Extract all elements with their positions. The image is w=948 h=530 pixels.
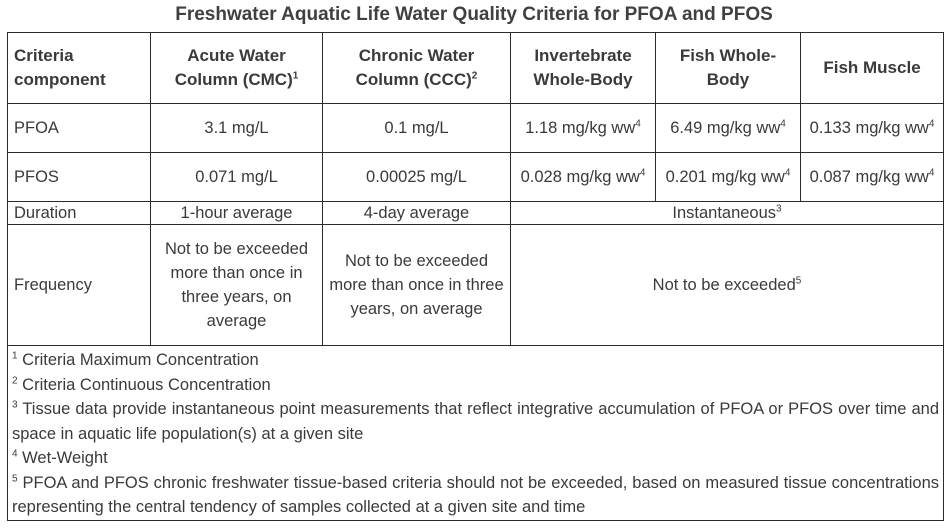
footnote-text: Tissue data provide instantaneous point …	[12, 400, 939, 443]
footnote-ref: 4	[639, 167, 646, 179]
cell-value: 0.087 mg/kg ww	[809, 168, 929, 186]
table-header-row: Criteria component Acute Water Column (C…	[7, 32, 944, 104]
cell-invertebrate: 0.028 mg/kg ww4	[510, 152, 656, 202]
cell-fish-whole-body: 0.201 mg/kg ww4	[655, 152, 801, 202]
footnote-ref: 5	[795, 275, 802, 287]
footnote-number: 2	[12, 375, 18, 386]
footnote-number: 1	[12, 350, 18, 362]
row-label: Frequency	[7, 224, 151, 346]
footnote-text: Criteria Maximum Concentration	[22, 351, 259, 369]
footnote: 4 Wet-Weight	[12, 446, 939, 471]
header-invertebrate: Invertebrate Whole-Body	[510, 32, 656, 104]
cell-acute: 3.1 mg/L	[150, 103, 323, 153]
header-chronic: Chronic Water Column (CCC)2	[322, 32, 511, 104]
footnote-ref: 3	[776, 203, 782, 215]
header-acute-footnote-ref: 1	[292, 70, 299, 82]
header-fish-whole-body: Fish Whole-Body	[655, 32, 801, 104]
table-row-pfoa: PFOA 3.1 mg/L 0.1 mg/L 1.18 mg/kg ww4 6.…	[7, 103, 944, 153]
footnote: 3 Tissue data provide instantaneous poin…	[12, 397, 939, 446]
cell-fish-muscle: 0.133 mg/kg ww4	[800, 103, 944, 153]
header-acute-label: Acute Water Column (CMC)	[174, 46, 293, 89]
cell-invertebrate: 1.18 mg/kg ww4	[510, 103, 656, 153]
table-row-footnotes: 1 Criteria Maximum Concentration 2 Crite…	[7, 345, 944, 521]
cell-chronic: 4-day average	[322, 201, 511, 225]
header-chronic-footnote-ref: 2	[471, 70, 478, 82]
cell-tissue: Not to be exceeded5	[510, 224, 944, 346]
criteria-table: Criteria component Acute Water Column (C…	[7, 32, 944, 521]
cell-tissue: Instantaneous3	[510, 201, 944, 225]
cell-fish-whole-body: 6.49 mg/kg ww4	[655, 103, 801, 153]
footnotes: 1 Criteria Maximum Concentration 2 Crite…	[7, 345, 944, 521]
cell-chronic: 0.1 mg/L	[322, 103, 511, 153]
cell-acute: Not to be exceeded more than once in thr…	[150, 224, 323, 346]
header-chronic-label: Chronic Water Column (CCC)	[355, 46, 475, 89]
table-row-frequency: Frequency Not to be exceeded more than o…	[7, 224, 944, 346]
cell-value: Not to be exceeded	[652, 276, 796, 294]
footnote: 5 PFOA and PFOS chronic freshwater tissu…	[12, 471, 939, 520]
footnote-ref: 4	[784, 167, 791, 179]
header-acute: Acute Water Column (CMC)1	[150, 32, 323, 104]
footnote-number: 5	[12, 473, 18, 484]
cell-value: 0.133 mg/kg ww	[809, 119, 929, 137]
footnote-ref: 4	[928, 167, 935, 179]
cell-value: 0.028 mg/kg ww	[520, 168, 640, 186]
cell-value: 6.49 mg/kg ww	[670, 119, 781, 137]
header-criteria-component: Criteria component	[7, 32, 151, 104]
cell-chronic: 0.00025 mg/L	[322, 152, 511, 202]
footnote-number: 3	[12, 399, 18, 411]
row-label: PFOS	[7, 152, 151, 202]
cell-value: 0.201 mg/kg ww	[665, 168, 785, 186]
footnote: 1 Criteria Maximum Concentration	[12, 348, 939, 373]
page-title: Freshwater Aquatic Life Water Quality Cr…	[175, 4, 773, 25]
row-label: Duration	[7, 201, 151, 225]
cell-chronic: Not to be exceeded more than once in thr…	[322, 224, 511, 346]
cell-fish-muscle: 0.087 mg/kg ww4	[800, 152, 944, 202]
footnote: 2 Criteria Continuous Concentration	[12, 373, 939, 398]
table-row-duration: Duration 1-hour average 4-day average In…	[7, 201, 944, 225]
footnote-ref: 4	[928, 118, 935, 130]
footnote-text: Wet-Weight	[22, 449, 108, 467]
footnote-ref: 4	[635, 118, 641, 130]
footnote-number: 4	[12, 448, 18, 460]
footnote-ref: 4	[780, 118, 786, 130]
cell-value: Instantaneous	[672, 204, 777, 222]
cell-value: 1.18 mg/kg ww	[525, 119, 636, 137]
table-row-pfos: PFOS 0.071 mg/L 0.00025 mg/L 0.028 mg/kg…	[7, 152, 944, 202]
footnote-text: Criteria Continuous Concentration	[22, 375, 271, 394]
row-label: PFOA	[7, 103, 151, 153]
footnote-text: PFOA and PFOS chronic freshwater tissue-…	[12, 473, 939, 517]
cell-acute: 1-hour average	[150, 201, 323, 225]
cell-acute: 0.071 mg/L	[150, 152, 323, 202]
header-fish-muscle: Fish Muscle	[800, 32, 944, 104]
